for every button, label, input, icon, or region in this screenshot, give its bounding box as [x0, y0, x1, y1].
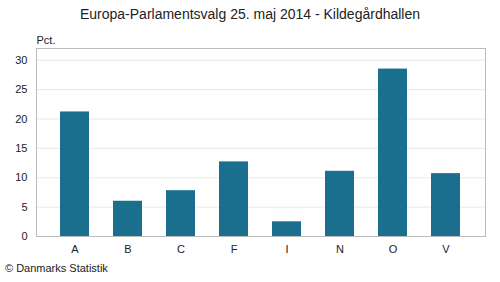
svg-text:V: V	[442, 243, 450, 255]
svg-text:O: O	[389, 243, 398, 255]
svg-text:F: F	[231, 243, 238, 255]
svg-text:10: 10	[15, 171, 27, 183]
svg-text:20: 20	[15, 113, 27, 125]
svg-text:25: 25	[15, 83, 27, 95]
svg-text:I: I	[285, 243, 288, 255]
html-text:Europa-Parlamentsvalg 25. maj: Europa-Parlamentsvalg 25. maj 2014 - Kil…	[80, 6, 420, 22]
svg-text:B: B	[124, 243, 131, 255]
svg-text:Pct.: Pct.	[37, 34, 56, 46]
svg-text:5: 5	[21, 201, 27, 213]
svg-text:C: C	[177, 243, 185, 255]
svg-text:N: N	[336, 243, 344, 255]
svg-text:15: 15	[15, 142, 27, 154]
html-text:© Danmarks Statistik: © Danmarks Statistik	[5, 262, 108, 274]
svg-text:30: 30	[15, 54, 27, 66]
svg-text:A: A	[71, 243, 79, 255]
svg-text:0: 0	[21, 230, 27, 242]
